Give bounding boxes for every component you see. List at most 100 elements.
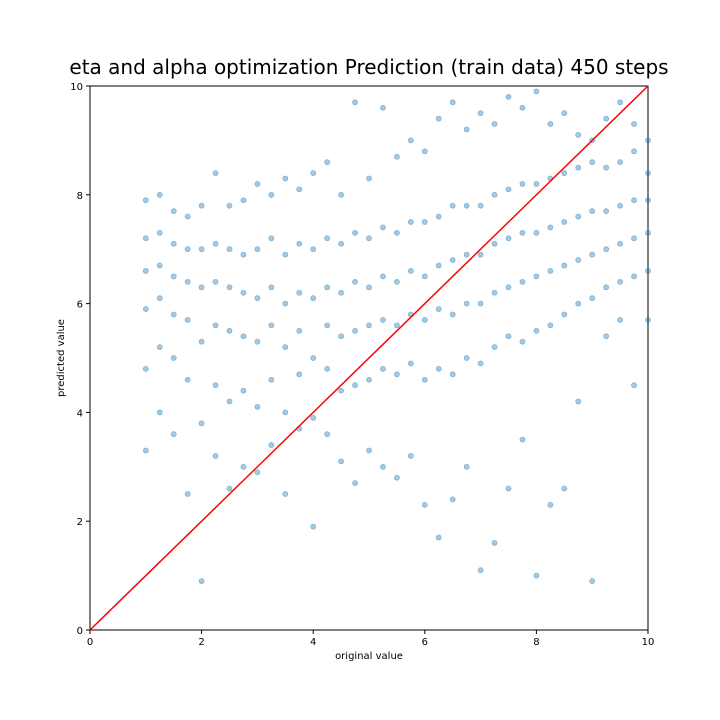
- point: [505, 93, 512, 100]
- point: [435, 213, 442, 220]
- y-tick-label: 4: [77, 408, 83, 419]
- point: [645, 137, 651, 144]
- point: [268, 442, 275, 448]
- point: [296, 240, 303, 247]
- point: [324, 159, 331, 166]
- y-axis-label: predicted value: [56, 319, 67, 397]
- point: [170, 355, 177, 361]
- point: [324, 365, 331, 372]
- point: [407, 453, 414, 459]
- point: [491, 540, 498, 546]
- point: [407, 219, 414, 225]
- point: [435, 534, 442, 541]
- point: [533, 229, 540, 236]
- point: [240, 387, 247, 394]
- point: [282, 251, 289, 258]
- point: [463, 300, 470, 307]
- x-axis-label: original value: [335, 651, 403, 662]
- point: [575, 398, 582, 405]
- point: [268, 235, 275, 242]
- point: [463, 463, 470, 470]
- point: [561, 485, 568, 492]
- point: [324, 284, 331, 291]
- point: [324, 235, 331, 242]
- point: [519, 436, 526, 443]
- point: [645, 317, 651, 323]
- point: [617, 317, 623, 323]
- point: [421, 219, 428, 225]
- point: [477, 300, 484, 307]
- point: [491, 344, 498, 351]
- point: [491, 191, 498, 198]
- point: [198, 284, 205, 291]
- point: [226, 284, 233, 291]
- point: [212, 322, 219, 329]
- point: [617, 278, 623, 285]
- point: [240, 251, 247, 258]
- point: [254, 404, 261, 410]
- x-tick-label: 6: [422, 637, 428, 648]
- point: [547, 224, 554, 231]
- point: [407, 137, 414, 144]
- point: [561, 110, 568, 117]
- point: [491, 240, 498, 247]
- point: [533, 273, 540, 280]
- point: [631, 273, 637, 280]
- point: [393, 371, 400, 378]
- point: [575, 164, 582, 171]
- point: [449, 311, 456, 318]
- point: [296, 327, 303, 334]
- chart-title: eta and alpha optimization Prediction (t…: [69, 55, 668, 79]
- point: [533, 181, 540, 187]
- point: [268, 191, 275, 198]
- point: [505, 333, 512, 340]
- point: [603, 208, 610, 215]
- point: [505, 186, 512, 193]
- point: [631, 197, 637, 204]
- point: [352, 278, 358, 285]
- point: [631, 235, 637, 242]
- point: [338, 240, 344, 247]
- y-tick-label: 0: [77, 626, 83, 637]
- y-tick-label: 2: [77, 517, 83, 528]
- point: [198, 338, 205, 345]
- point: [421, 148, 428, 155]
- point: [296, 186, 303, 193]
- point: [198, 246, 205, 253]
- point: [505, 485, 512, 492]
- point: [352, 99, 358, 106]
- y-tick-label: 10: [70, 82, 83, 93]
- point: [477, 567, 484, 574]
- point: [575, 257, 582, 263]
- point: [617, 99, 623, 106]
- point: [254, 338, 261, 345]
- point: [352, 229, 358, 236]
- y-tick-label: 8: [77, 191, 83, 202]
- point: [170, 208, 177, 215]
- point: [282, 175, 289, 182]
- point: [547, 268, 554, 274]
- point: [617, 240, 623, 247]
- point: [296, 289, 303, 296]
- point: [407, 268, 414, 274]
- point: [393, 474, 400, 481]
- point: [212, 382, 219, 389]
- point: [449, 257, 456, 263]
- point: [603, 333, 610, 340]
- point: [463, 251, 470, 258]
- point: [352, 480, 358, 487]
- point: [449, 202, 456, 209]
- point: [170, 273, 177, 280]
- point: [380, 365, 386, 372]
- x-tick-label: 0: [87, 637, 93, 648]
- point: [226, 327, 233, 334]
- point: [589, 208, 596, 215]
- point: [142, 365, 149, 372]
- x-tick-label: 8: [533, 637, 539, 648]
- point: [421, 501, 428, 508]
- point: [310, 295, 317, 302]
- point: [645, 229, 651, 236]
- point: [421, 273, 428, 280]
- point: [366, 235, 372, 242]
